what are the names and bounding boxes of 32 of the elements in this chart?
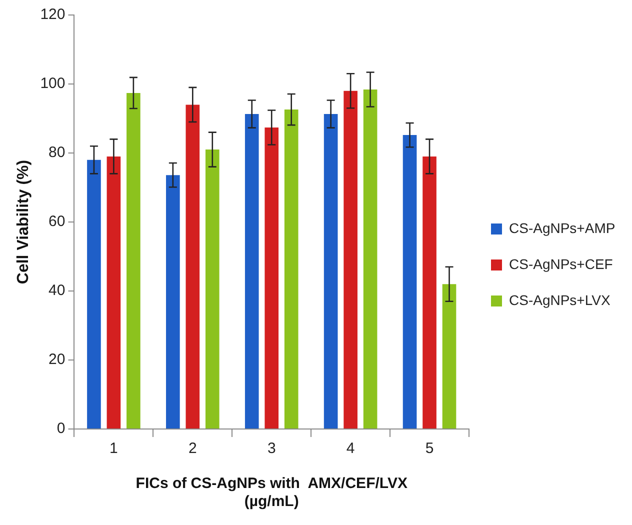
- y-tick-label: 80: [48, 144, 66, 162]
- x-tick-label: 3: [267, 440, 276, 458]
- y-axis-title: Cell Viability (%): [15, 160, 32, 284]
- x-tick-label: 5: [425, 440, 434, 458]
- legend-label: CS-AgNPs+AMP: [509, 220, 616, 236]
- bar: [402, 135, 417, 428]
- x-tick-label: 1: [110, 440, 118, 458]
- x-tick-label: 2: [188, 440, 197, 458]
- bar: [442, 284, 456, 428]
- bar: [284, 110, 298, 428]
- bar: [363, 90, 378, 428]
- y-tick-label: 120: [40, 6, 66, 24]
- legend-label: CS-AgNPs+LVX: [509, 292, 611, 308]
- y-tick-label: 100: [40, 75, 66, 92]
- legend-label: CS-AgNPs+CEF: [509, 256, 613, 272]
- bar: [264, 127, 279, 428]
- bar: [87, 160, 101, 428]
- bar: [422, 156, 436, 428]
- bar: [244, 114, 259, 428]
- y-tick-label: 60: [48, 213, 66, 230]
- x-axis-title: FICs of CS-AgNPs with AMX/CEF/LVX (µg/mL): [136, 475, 408, 510]
- bar: [344, 90, 358, 428]
- bar: [166, 175, 180, 428]
- y-tick-label: 0: [56, 420, 66, 438]
- bar: [205, 150, 220, 428]
- y-tick-label: 40: [48, 282, 66, 300]
- bar: [186, 104, 200, 428]
- bar: [126, 92, 140, 428]
- bar: [106, 156, 121, 428]
- y-tick-label: 20: [48, 351, 66, 368]
- x-tick-label: 4: [346, 440, 355, 458]
- bar: [324, 114, 338, 428]
